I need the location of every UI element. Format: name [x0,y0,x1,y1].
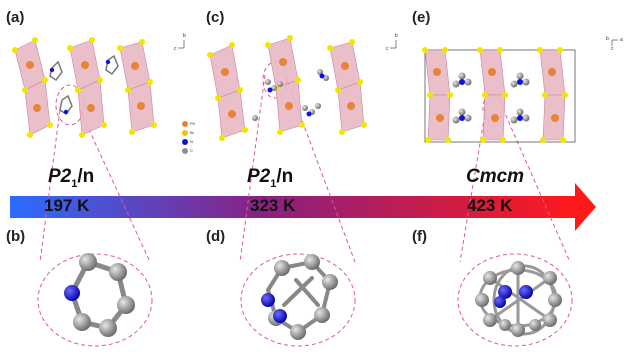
axis-e-b: b [606,36,609,42]
panel-label-e: (e) [412,9,431,26]
molecule-f [475,261,562,337]
axis-e-c: c [611,46,614,52]
panel-label-a: (a) [6,9,25,26]
axis-glyph-e [611,39,618,46]
axis-a-c: c [174,46,177,52]
axis-glyph-a [178,40,185,49]
atom-legend [182,121,188,154]
crystal-structure-c [207,35,367,141]
temperature-3: 423 K [467,196,513,215]
legend-pb: Pb [190,121,195,126]
panel-label-c: (c) [206,9,225,26]
panel-label-d: (d) [206,228,226,245]
molecule-b [64,253,135,337]
space-group-2: P21/n [247,166,294,190]
legend-br: Br [190,130,194,135]
space-group-3: Cmcm [466,166,525,187]
axis-e-a: a [620,37,623,43]
axis-c-b: b [395,33,398,39]
temperature-2: 323 K [250,196,296,215]
axis-c-c: c [386,46,389,52]
legend-n: N [190,139,193,144]
panel-label-f: (f) [412,228,427,245]
crystal-structure-a [12,37,157,138]
legend-c: C [190,148,193,153]
axis-glyph-c [390,40,397,49]
zoom-connectors [39,74,571,263]
temperature-1: 197 K [44,196,90,215]
molecule-d [261,254,338,340]
space-group-1: P21/n [48,166,95,190]
temperature-arrow [10,183,596,231]
crystal-structure-e [422,47,576,143]
axis-a-b: b [183,33,186,39]
panel-label-b: (b) [6,228,26,245]
